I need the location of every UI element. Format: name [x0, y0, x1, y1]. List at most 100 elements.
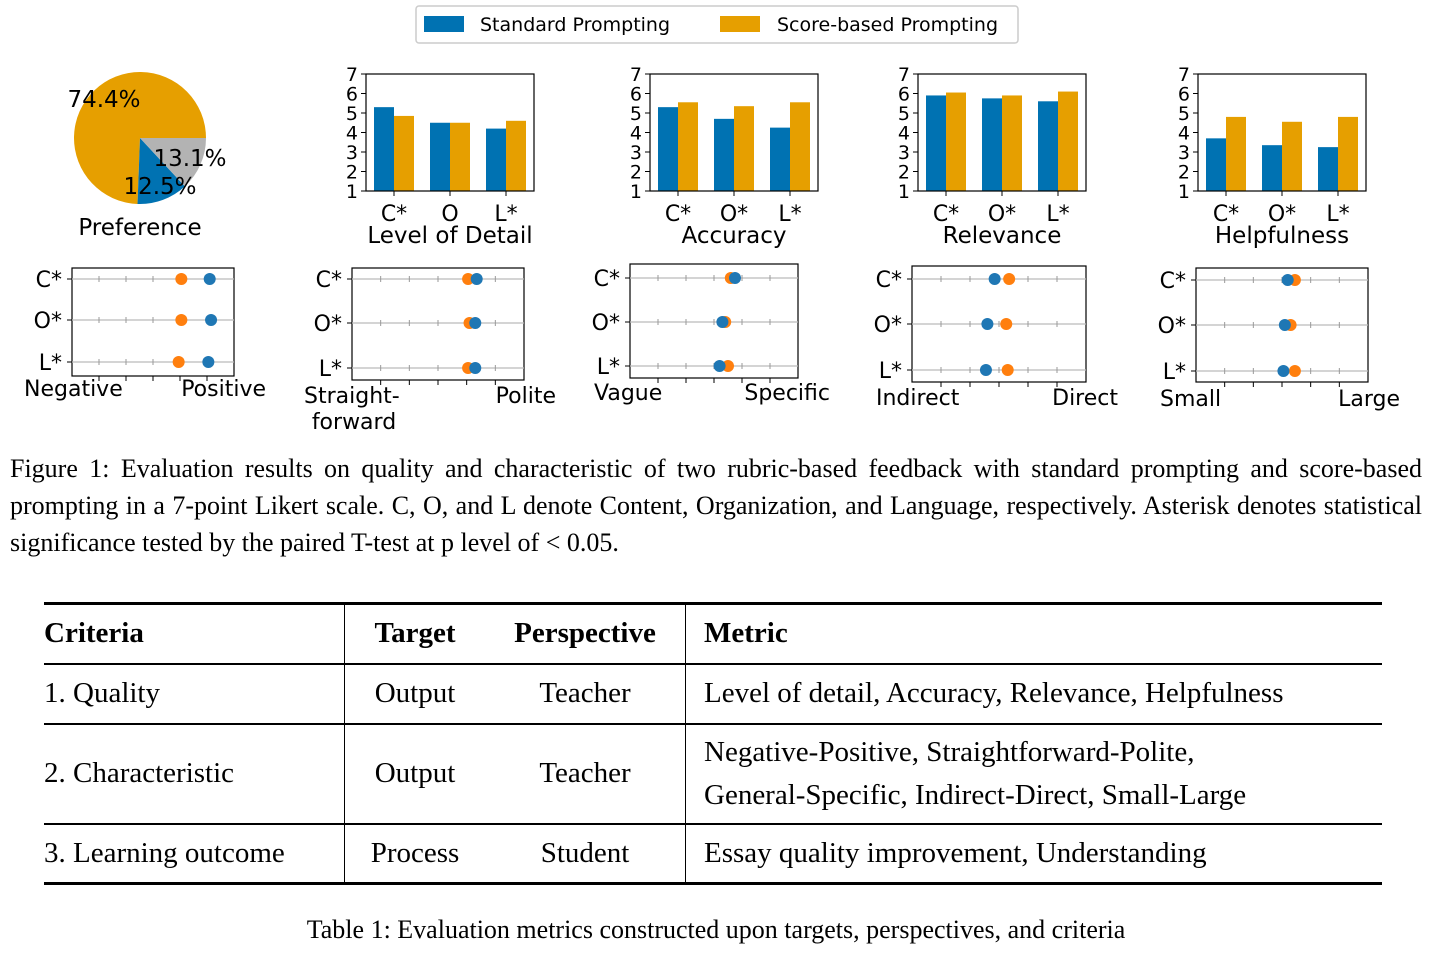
dot-score: [1003, 273, 1016, 285]
cell-metric-line: General-Specific, Indirect-Direct, Small…: [704, 778, 1247, 811]
dot-standard: [1277, 365, 1290, 377]
y-tick-label: 2: [346, 162, 358, 184]
table-caption: Table 1: Evaluation metrics constructed …: [306, 915, 1126, 944]
left-pole-label: Vague: [594, 381, 662, 406]
pie-slice-label: 12.5%: [123, 174, 196, 200]
x-tick-label: C*: [933, 202, 959, 227]
dot-score: [1288, 365, 1301, 377]
y-tick-label: 3: [630, 142, 642, 164]
right-pole-label: Specific: [744, 381, 830, 406]
bar: [1002, 95, 1022, 191]
y-tick-label: 2: [630, 162, 642, 184]
y-tick-label: C*: [36, 268, 62, 293]
bar: [734, 106, 754, 191]
y-tick-label: 3: [346, 142, 358, 164]
dot-chart: C* O* L*Straight-forward Polite: [304, 267, 556, 435]
bar: [1282, 121, 1302, 191]
dot-chart: C* O* L*Indirect Direct: [874, 265, 1118, 411]
pie-slice-label: 74.4%: [67, 87, 140, 113]
left-pole-label: forward: [312, 410, 396, 435]
cell-criteria: 1. Quality: [44, 663, 345, 724]
dot-chart: C* O* L*Vague Specific: [592, 263, 830, 406]
right-pole-label: Positive: [181, 377, 266, 402]
y-tick-label: O*: [1158, 314, 1186, 339]
bar: [770, 127, 790, 191]
table-row: 3. Learning outcome Process Student Essa…: [44, 823, 1382, 884]
legend-swatch-standard: [424, 16, 464, 32]
x-tick-label: C*: [1213, 202, 1239, 227]
y-tick-label: 6: [346, 84, 358, 106]
y-tick-label: 2: [898, 162, 910, 184]
dot-standard: [1278, 319, 1291, 331]
bar: [506, 120, 526, 191]
y-tick-label: 7: [346, 64, 358, 86]
y-tick-label: 7: [1178, 64, 1190, 86]
left-pole-label: Negative: [24, 377, 123, 402]
y-tick-label: O*: [34, 309, 62, 334]
dot-score: [175, 314, 188, 326]
pie-chart: 74.4% 12.5%13.1% Preference: [67, 72, 227, 241]
pie-slice: [74, 72, 207, 204]
dot-standard: [988, 273, 1001, 285]
bar: [714, 118, 734, 191]
dot-chart: C* O* L*Negative Positive: [24, 267, 266, 402]
x-tick-label: C*: [381, 202, 407, 227]
y-tick-label: L*: [319, 357, 342, 382]
y-tick-label: 5: [346, 103, 358, 125]
dot-score: [1000, 318, 1013, 330]
table-1: Criteria Target Perspective Metric 1. Qu…: [44, 602, 1382, 885]
bar: [790, 102, 810, 191]
y-tick-label: C*: [876, 268, 902, 293]
dot-standard: [713, 360, 726, 372]
pie-slice: [140, 138, 206, 187]
x-axis-label: Helpfulness: [1215, 223, 1349, 249]
dot-score: [172, 356, 185, 368]
cell-target: Output: [374, 677, 456, 709]
cell-metric: Essay quality improvement, Understanding: [704, 836, 1207, 869]
y-tick-label: 5: [1178, 103, 1190, 125]
bar: [1038, 101, 1058, 191]
dot-chart: C* O* L*Small Large: [1158, 267, 1400, 412]
bar: [1226, 116, 1246, 191]
cell-perspective: Student: [485, 823, 686, 884]
header-criteria: Criteria: [44, 603, 345, 664]
cell-metric: Level of detail, Accuracy, Relevance, He…: [704, 677, 1284, 709]
x-axis-label: Level of Detail: [367, 223, 532, 249]
y-tick-label: 5: [898, 103, 910, 125]
x-axis-label: Relevance: [943, 223, 1062, 249]
y-tick-label: 1: [630, 181, 642, 203]
table-row: 1. Quality Output Teacher Level of detai…: [44, 663, 1382, 724]
legend-label-standard: Standard Prompting: [480, 14, 670, 36]
dot-standard: [716, 316, 729, 328]
y-tick-label: O*: [314, 312, 342, 337]
y-tick-label: C*: [594, 267, 620, 292]
cell-criteria: 2. Characteristic: [44, 723, 345, 824]
pie-title: Preference: [78, 215, 201, 241]
x-tick-label: O*: [988, 202, 1016, 227]
dot-standard: [1281, 274, 1294, 286]
bar: [982, 98, 1002, 191]
dot-standard: [469, 317, 482, 329]
y-tick-label: 4: [898, 123, 910, 145]
dot-standard: [202, 356, 215, 368]
y-tick-label: O*: [592, 311, 620, 336]
y-tick-label: 7: [630, 64, 642, 86]
y-tick-label: C*: [1160, 269, 1186, 294]
cell-perspective: Teacher: [485, 663, 686, 724]
bar: [1206, 138, 1226, 191]
dot-standard: [979, 364, 992, 376]
dot-score: [1001, 364, 1014, 376]
dot-standard: [981, 318, 994, 330]
bar: [394, 115, 414, 191]
header-perspective: Perspective: [485, 603, 686, 664]
x-tick-label: O: [441, 202, 458, 227]
bar: [678, 102, 698, 191]
dot-standard: [205, 314, 218, 326]
y-tick-label: O*: [874, 313, 902, 338]
y-tick-label: 2: [1178, 162, 1190, 184]
bar: [1262, 145, 1282, 191]
dot-standard: [469, 362, 482, 374]
left-pole-label: Straight-: [304, 384, 400, 409]
